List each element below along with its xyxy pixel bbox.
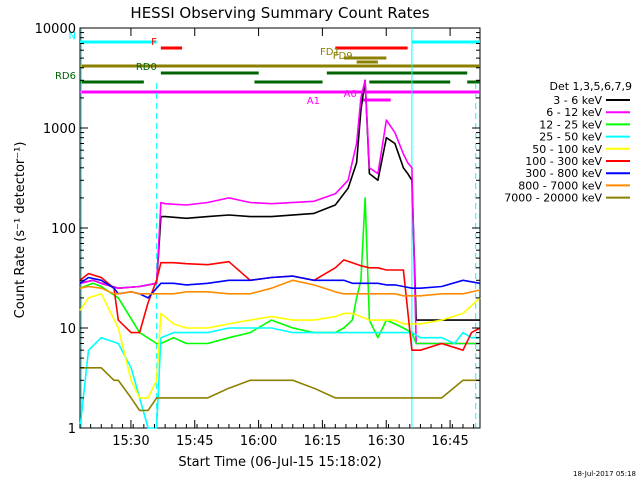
y-tick-label: 10000 bbox=[35, 22, 76, 37]
legend-label: 12 - 25 keV bbox=[539, 118, 602, 131]
y-tick-label: 1000 bbox=[43, 122, 76, 137]
flag-label: A0 bbox=[344, 89, 357, 100]
attenuator-lines bbox=[80, 28, 477, 428]
flag-label: FD9 bbox=[333, 51, 353, 62]
timestamp: 18-Jul-2017 05:18 bbox=[573, 470, 636, 478]
x-tick-label: 16:45 bbox=[431, 434, 468, 449]
flag-label: RD6 bbox=[55, 71, 76, 82]
y-tick-label: 1 bbox=[68, 422, 76, 437]
flag-label: FD1 bbox=[320, 47, 340, 58]
legend-label: 100 - 300 keV bbox=[525, 155, 602, 168]
legend-title: Det 1,3,5,6,7,9 bbox=[549, 80, 632, 93]
legend-label: 300 - 800 keV bbox=[525, 167, 602, 180]
y-tick-label: 10 bbox=[59, 322, 76, 337]
series-line bbox=[79, 197, 480, 345]
legend-label: 3 - 6 keV bbox=[553, 94, 602, 107]
legend-label: 25 - 50 keV bbox=[539, 131, 602, 144]
series-line bbox=[79, 279, 481, 297]
flag-label: F bbox=[151, 37, 157, 48]
x-axis: 15:30 15:45 16:00 16:15 16:30 16:45 bbox=[79, 28, 475, 449]
flag-label: N bbox=[69, 31, 76, 42]
y-tick-label: 100 bbox=[51, 222, 76, 237]
legend-label: 6 - 12 keV bbox=[546, 106, 602, 119]
series-lines bbox=[79, 79, 481, 429]
series-line bbox=[80, 367, 480, 412]
x-axis-label: Start Time (06-Jul-15 15:18:02) bbox=[178, 455, 381, 470]
series-line bbox=[79, 327, 480, 429]
legend-label: 50 - 100 keV bbox=[532, 143, 602, 156]
series-line bbox=[79, 79, 480, 345]
x-tick-label: 15:30 bbox=[112, 434, 149, 449]
plot-frame bbox=[79, 27, 481, 429]
series-line bbox=[79, 293, 481, 399]
flag-label: A1 bbox=[307, 96, 320, 107]
x-tick-label: 16:15 bbox=[304, 434, 341, 449]
x-tick-label: 16:30 bbox=[368, 434, 405, 449]
legend-label: 7000 - 20000 keV bbox=[504, 192, 602, 205]
series-line bbox=[79, 79, 480, 321]
chart-title: HESSI Observing Summary Count Rates bbox=[130, 4, 429, 22]
legend-label: 800 - 7000 keV bbox=[518, 179, 602, 192]
y-axis: 1 10 100 1000 10000 bbox=[35, 22, 480, 437]
flag-label: RD0 bbox=[136, 62, 157, 73]
x-tick-label: 16:00 bbox=[240, 434, 277, 449]
y-axis-label: Count Rate (s⁻¹ detector⁻¹) bbox=[13, 142, 28, 319]
x-tick-label: 15:45 bbox=[176, 434, 213, 449]
